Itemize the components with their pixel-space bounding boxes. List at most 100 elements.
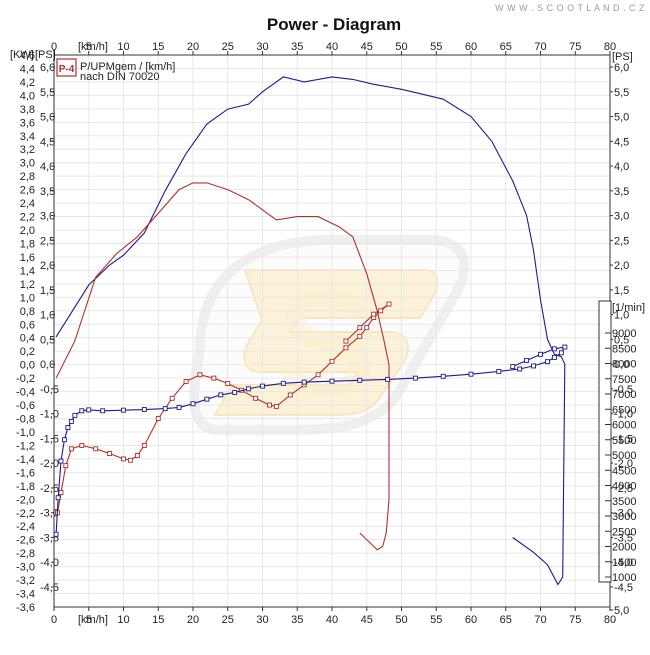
kw-tick-label: 4,6: [20, 50, 35, 62]
series-3-point: [232, 390, 238, 395]
ps-tick-label-right: -3,5: [614, 532, 633, 544]
rpm-tick-label: 4000: [612, 481, 636, 493]
ps-tick-label-left: 3,5: [40, 186, 55, 198]
ps-tick-label-right: -1,5: [614, 433, 633, 445]
kw-tick-label: 2,4: [20, 198, 35, 210]
kw-tick-label: -2,2: [16, 508, 35, 520]
series-3-point: [55, 495, 61, 501]
series-2-point: [315, 372, 321, 378]
ps-tick-label-right: 1,5: [614, 285, 629, 297]
ps-tick-label-right: 0,5: [614, 334, 629, 346]
series-2-point: [287, 392, 293, 398]
ps-tick-label-left: 2,0: [40, 260, 55, 272]
series-3-point: [162, 406, 168, 412]
kw-tick-label: -0,2: [16, 373, 35, 385]
ps-tick-label-right: -2,0: [614, 458, 633, 470]
series-2-point: [273, 403, 279, 409]
kw-tick-label: -3,0: [16, 562, 35, 574]
x-tick-label-top: 65: [500, 41, 512, 53]
x-tick-label-top: 35: [291, 41, 303, 53]
rpm-tick-label: 8000: [612, 359, 636, 371]
kw-tick-label: 2,0: [20, 225, 35, 237]
ps-tick-label-left: 0,0: [40, 359, 55, 371]
rpm-tick-label: 5500: [612, 435, 636, 447]
x-tick-label-bottom: 80: [604, 614, 616, 626]
kw-tick-label: 3,4: [20, 131, 35, 143]
x-tick-label-bottom: 5: [86, 614, 92, 626]
kw-tick-label: 0,4: [20, 333, 35, 345]
kw-tick-label: -1,4: [16, 454, 35, 466]
kw-tick-label: 4,0: [20, 90, 35, 102]
kw-tick-label: -2,0: [16, 494, 35, 506]
series-2-point: [371, 311, 377, 317]
kw-tick-label: -1,0: [16, 427, 35, 439]
series-2-point: [141, 442, 147, 448]
x-tick-label-top: 5: [86, 41, 92, 53]
ps-tick-label-left: -0,5: [40, 384, 59, 396]
kw-tick-label: -3,6: [16, 602, 35, 614]
series-2-point: [107, 451, 113, 456]
legend-badge-box: [56, 58, 77, 77]
kw-tick-label: -3,4: [16, 589, 35, 601]
kw-tick-label: 0,0: [20, 360, 35, 372]
series-3-point: [100, 408, 106, 414]
series-3-point: [72, 412, 78, 418]
ps-tick-label-left: 2,5: [40, 235, 55, 247]
legend-line2: nach DIN 70020: [80, 71, 160, 83]
x-tick-label-bottom: 0: [51, 614, 57, 626]
ps-tick-label-right: 5,0: [614, 605, 629, 617]
ps-tick-label-left: -4,5: [40, 582, 59, 594]
kw-tick-label: 4,4: [20, 63, 35, 75]
series-3-point: [301, 379, 307, 385]
ps-tick-label-left: 4,5: [40, 136, 55, 148]
series-3-point: [440, 373, 446, 379]
x-tick-label-top: 75: [569, 41, 581, 53]
kw-tick-label: 1,8: [20, 238, 35, 250]
series-2-point: [93, 446, 99, 452]
series-2-point: [378, 308, 384, 314]
logo-letter-s: [213, 269, 439, 416]
legend-line1: P/UPMgem / [km/h]: [80, 61, 175, 73]
kw-tick-label: 1,6: [20, 252, 35, 264]
ps-tick-label-left: 1,0: [40, 310, 55, 322]
series-3-point: [218, 392, 224, 398]
x-tick-label-top: 45: [361, 41, 373, 53]
series-3-point: [545, 359, 550, 365]
chart-title: Power - Diagram: [267, 15, 401, 34]
series-2-point: [121, 456, 126, 462]
rpm-axis-frame: [598, 300, 612, 583]
ps-tick-label-right: -4,5: [614, 582, 633, 594]
series-3-point: [524, 358, 530, 363]
ps-tick-label-right: -1,0: [614, 409, 633, 421]
x-tick-label-bottom: 55: [430, 614, 442, 626]
series-3-point: [176, 404, 182, 410]
rpm-tick-label: 1500: [612, 557, 636, 569]
x-axis-unit-top: [km/h]: [78, 41, 108, 53]
series-2-point: [211, 375, 217, 381]
x-tick-label-top: 25: [222, 41, 234, 53]
kw-tick-label: -3,2: [16, 575, 35, 587]
rpm-tick-label: 5000: [612, 450, 636, 462]
series-3-point: [510, 364, 516, 369]
series-3-point: [558, 350, 564, 356]
series-3-point: [562, 344, 568, 350]
series-3-point: [412, 375, 418, 381]
rpm-tick-label: 6500: [612, 404, 636, 416]
ps-tick-label-right: -2,5: [614, 483, 633, 495]
x-tick-label-bottom: 30: [256, 614, 268, 626]
series-3-point: [357, 377, 363, 383]
ps-tick-label-right: 5,5: [614, 87, 629, 99]
x-tick-label-top: 80: [604, 41, 616, 53]
series-3-point: [65, 425, 71, 430]
series-3-point: [121, 407, 126, 413]
series-3-point: [68, 419, 74, 424]
series-2-point: [357, 325, 363, 331]
x-tick-label-bottom: 35: [291, 614, 303, 626]
ps-tick-label-left: -1,0: [40, 409, 59, 421]
series-2-point: [357, 333, 363, 339]
x-tick-label-top: 0: [51, 41, 57, 53]
kw-axis-unit: [KW]: [10, 49, 34, 61]
kw-tick-label: -0,4: [16, 387, 35, 399]
rpm-tick-label: 8500: [612, 343, 636, 355]
kw-tick-label: -2,4: [16, 521, 35, 533]
